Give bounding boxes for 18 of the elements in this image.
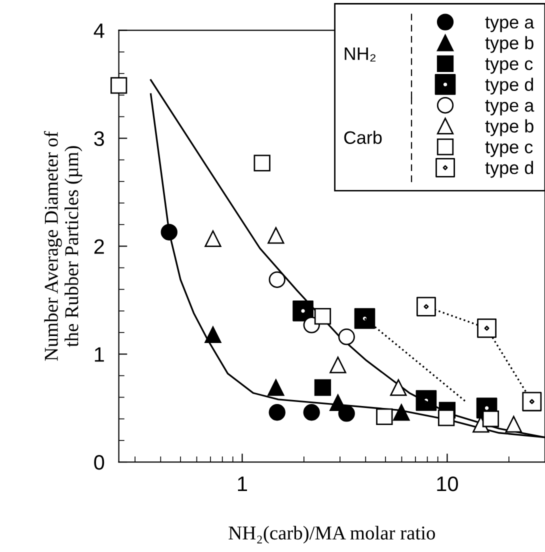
legend-label: type a <box>485 16 534 32</box>
y-tick-label: 4 <box>94 24 104 38</box>
legend-label: type b <box>485 119 534 136</box>
y-tick-label: 1 <box>94 347 104 362</box>
annotation: Carb <box>344 130 382 144</box>
y-tick-label: 0 <box>94 455 104 470</box>
y-tick-label: 3 <box>94 131 104 146</box>
legend-label: type d <box>485 78 534 95</box>
y-axis-title: Number Average Diameter of the Rubber Particles (µm) <box>44 131 82 361</box>
legend-label: type d <box>485 160 534 178</box>
legend-label: type b <box>485 36 534 53</box>
legend-label: type c <box>485 142 533 157</box>
x-axis-title: NH₂(carb)/MA molar ratio <box>228 526 435 544</box>
y-tick-label: 2 <box>94 239 104 254</box>
annotation: NH₂ <box>344 48 376 62</box>
legend-label: type c <box>485 58 533 74</box>
x-tick-label: 10 <box>437 476 458 492</box>
legend-label: type a <box>485 100 534 116</box>
